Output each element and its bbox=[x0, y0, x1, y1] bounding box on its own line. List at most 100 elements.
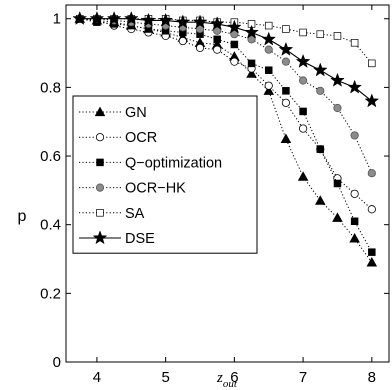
data-point-gn bbox=[246, 68, 257, 78]
y-tick-label: 0 bbox=[53, 354, 61, 371]
data-point-ocr bbox=[298, 124, 308, 133]
series-layer bbox=[72, 11, 380, 267]
series-line-gn bbox=[79, 18, 373, 263]
y-tick-label: 0.8 bbox=[40, 79, 61, 96]
x-axis-label: zout bbox=[216, 370, 238, 390]
data-point-ocr bbox=[281, 98, 291, 107]
data-point-dse bbox=[295, 53, 311, 68]
legend-item-ocr: OCR bbox=[79, 130, 157, 146]
legend-marker-ocr-hk bbox=[95, 183, 105, 192]
data-point-ocr bbox=[213, 45, 222, 54]
data-point-sa bbox=[282, 25, 290, 33]
legend-marker-gn bbox=[94, 106, 106, 117]
data-point-gn bbox=[366, 257, 378, 267]
data-point-q-optimization bbox=[213, 35, 221, 44]
legend: GN OCR Q−optimization OCR−HK SA DSE bbox=[72, 95, 258, 254]
data-point-q-optimization bbox=[282, 87, 290, 95]
data-point-dse bbox=[278, 41, 294, 56]
legend-label-q-optimization: Q−optimization bbox=[125, 155, 222, 171]
data-point-dse bbox=[141, 12, 156, 27]
data-point-dse bbox=[106, 11, 122, 25]
x-axis-label-main: z bbox=[216, 370, 223, 386]
data-point-ocr-hk bbox=[316, 86, 325, 95]
data-point-ocr bbox=[195, 43, 205, 53]
data-point-dse bbox=[209, 16, 225, 31]
data-point-gn bbox=[349, 232, 360, 243]
data-point-dse bbox=[330, 72, 345, 87]
data-point-sa bbox=[299, 28, 307, 37]
data-point-dse bbox=[123, 11, 139, 25]
data-point-dse bbox=[192, 14, 208, 29]
x-axis-label-subscript: out bbox=[223, 378, 238, 390]
data-point-dse bbox=[261, 31, 277, 46]
data-point-sa bbox=[316, 30, 325, 38]
data-point-q-optimization bbox=[316, 145, 325, 153]
data-point-ocr bbox=[350, 189, 359, 198]
x-tick-label: 7 bbox=[299, 369, 307, 386]
y-axis-label: p bbox=[18, 208, 27, 225]
data-point-dse bbox=[312, 62, 328, 77]
legend-item-sa: SA bbox=[79, 206, 145, 222]
data-point-ocr-hk bbox=[367, 169, 376, 178]
series-line-ocr-hk bbox=[79, 18, 373, 174]
legend-label-dse: DSE bbox=[125, 231, 155, 247]
data-point-gn bbox=[280, 133, 292, 143]
legend-item-ocr-hk: OCR−HK bbox=[79, 181, 186, 197]
data-point-dse bbox=[227, 19, 242, 34]
y-tick-label: 0.4 bbox=[40, 217, 61, 234]
data-point-sa bbox=[368, 59, 376, 68]
data-point-ocr-hk bbox=[350, 131, 359, 140]
y-tick-label: 0.2 bbox=[40, 285, 61, 302]
data-point-q-optimization bbox=[350, 217, 359, 226]
data-point-sa bbox=[264, 21, 273, 30]
data-point-ocr-hk bbox=[281, 57, 291, 66]
x-tick-label: 5 bbox=[161, 369, 169, 386]
data-point-ocr bbox=[230, 57, 239, 66]
data-point-dse bbox=[158, 12, 174, 27]
series-line-q-optimization bbox=[79, 18, 373, 253]
legend-item-q-optimization: Q−optimization bbox=[79, 155, 222, 171]
data-point-dse bbox=[364, 93, 380, 108]
legend-marker-dse bbox=[92, 230, 108, 245]
legend-marker-ocr bbox=[95, 133, 105, 142]
data-point-dse bbox=[175, 14, 191, 29]
legend-label-ocr-hk: OCR−HK bbox=[125, 181, 186, 197]
series-line-ocr bbox=[79, 18, 373, 210]
data-point-q-optimization bbox=[230, 40, 239, 49]
data-point-sa bbox=[350, 39, 359, 47]
legend-marker-q-optimization bbox=[96, 158, 104, 167]
legend-label-ocr: OCR bbox=[125, 130, 157, 146]
data-point-dse bbox=[72, 11, 88, 25]
data-point-q-optimization bbox=[247, 59, 256, 68]
data-point-dse bbox=[89, 11, 105, 25]
legend-item-gn: GN bbox=[79, 105, 147, 121]
data-point-ocr bbox=[264, 81, 273, 90]
data-point-ocr bbox=[367, 205, 376, 214]
data-point-q-optimization bbox=[368, 248, 376, 256]
x-tick-label: 4 bbox=[93, 369, 101, 386]
data-point-q-optimization bbox=[299, 107, 307, 116]
data-point-sa bbox=[333, 32, 342, 40]
y-tick-label: 0.6 bbox=[40, 148, 61, 165]
data-point-ocr-hk bbox=[264, 45, 273, 54]
data-point-ocr bbox=[178, 36, 187, 46]
y-tick-label: 1 bbox=[53, 11, 61, 28]
data-point-dse bbox=[244, 24, 259, 39]
data-point-gn bbox=[297, 171, 309, 181]
data-point-dse bbox=[347, 79, 362, 94]
legend-label-sa: SA bbox=[125, 206, 145, 222]
x-tick-label: 6 bbox=[230, 369, 238, 386]
data-point-ocr-hk bbox=[333, 103, 342, 113]
data-point-gn bbox=[263, 85, 275, 95]
legend-box bbox=[72, 95, 258, 254]
x-tick-label: 8 bbox=[368, 369, 376, 386]
legend-item-dse: DSE bbox=[79, 230, 155, 247]
data-point-q-optimization bbox=[264, 66, 273, 74]
data-point-ocr-hk bbox=[298, 76, 308, 85]
data-point-gn bbox=[314, 195, 326, 205]
axis-ticks: 4 5 6 7 8 0 0.2 0.4 0.6 0.8 1 bbox=[40, 5, 389, 386]
data-point-gn bbox=[332, 212, 343, 222]
series-dse bbox=[72, 11, 380, 108]
data-point-q-optimization bbox=[333, 179, 342, 188]
